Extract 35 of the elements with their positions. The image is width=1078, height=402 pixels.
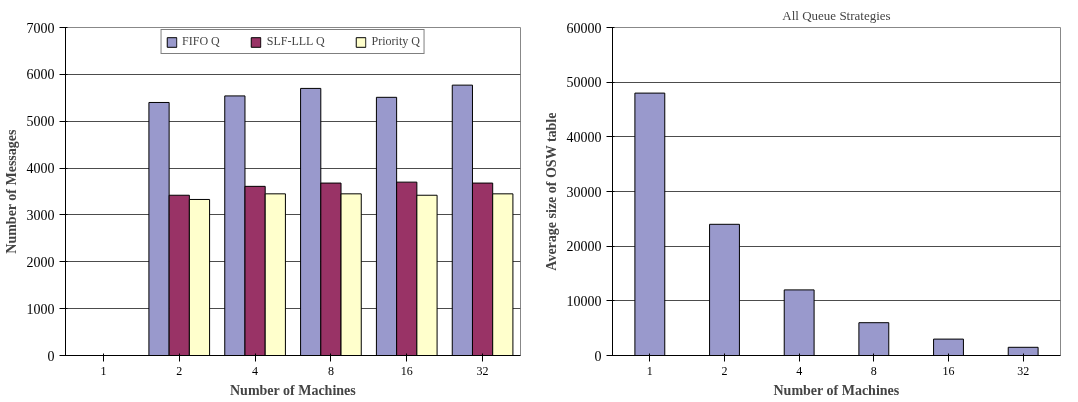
x-tick-label: 32 xyxy=(476,363,489,378)
y-tick-label: 3000 xyxy=(26,207,55,223)
x-tick-label: 8 xyxy=(870,363,877,378)
x-tick-label: 1 xyxy=(646,363,653,378)
x-tick-label: 16 xyxy=(942,363,955,378)
y-tick-label: 20000 xyxy=(566,239,602,255)
y-tick-label: 5000 xyxy=(26,114,55,130)
y-axis-title: Average size of OSW table xyxy=(543,112,559,271)
x-tick-label: 32 xyxy=(1017,363,1030,378)
x-tick-label: 16 xyxy=(400,363,413,378)
y-tick-label: 1000 xyxy=(26,301,55,317)
y-tick-label: 0 xyxy=(594,348,602,364)
y-tick-label: 0 xyxy=(47,348,55,364)
y-tick-label: 6000 xyxy=(26,67,55,83)
legend-label: Priority Q xyxy=(371,34,420,49)
y-tick-label: 30000 xyxy=(566,184,602,200)
legend-label: FIFO Q xyxy=(182,34,220,49)
y-tick-label: 2000 xyxy=(26,254,55,270)
x-tick-label: 2 xyxy=(176,363,183,378)
x-tick-label: 4 xyxy=(796,363,803,378)
x-axis-title: Number of Machines xyxy=(230,382,357,398)
y-tick-label: 4000 xyxy=(26,161,55,177)
x-tick-label: 8 xyxy=(327,363,334,378)
y-axis-title: Number of Messages xyxy=(3,128,19,254)
y-tick-label: 40000 xyxy=(566,129,602,145)
x-tick-label: 1 xyxy=(100,363,107,378)
legend-label: SLF-LLL Q xyxy=(266,34,325,49)
x-tick-label: 2 xyxy=(721,363,728,378)
y-tick-label: 60000 xyxy=(566,20,602,36)
x-tick-label: 4 xyxy=(252,363,259,378)
y-tick-label: 7000 xyxy=(26,20,55,36)
chart-title: All Queue Strategies xyxy=(782,7,891,23)
y-tick-label: 10000 xyxy=(566,293,602,309)
y-tick-label: 50000 xyxy=(566,75,602,91)
x-axis-title: Number of Machines xyxy=(773,382,900,398)
